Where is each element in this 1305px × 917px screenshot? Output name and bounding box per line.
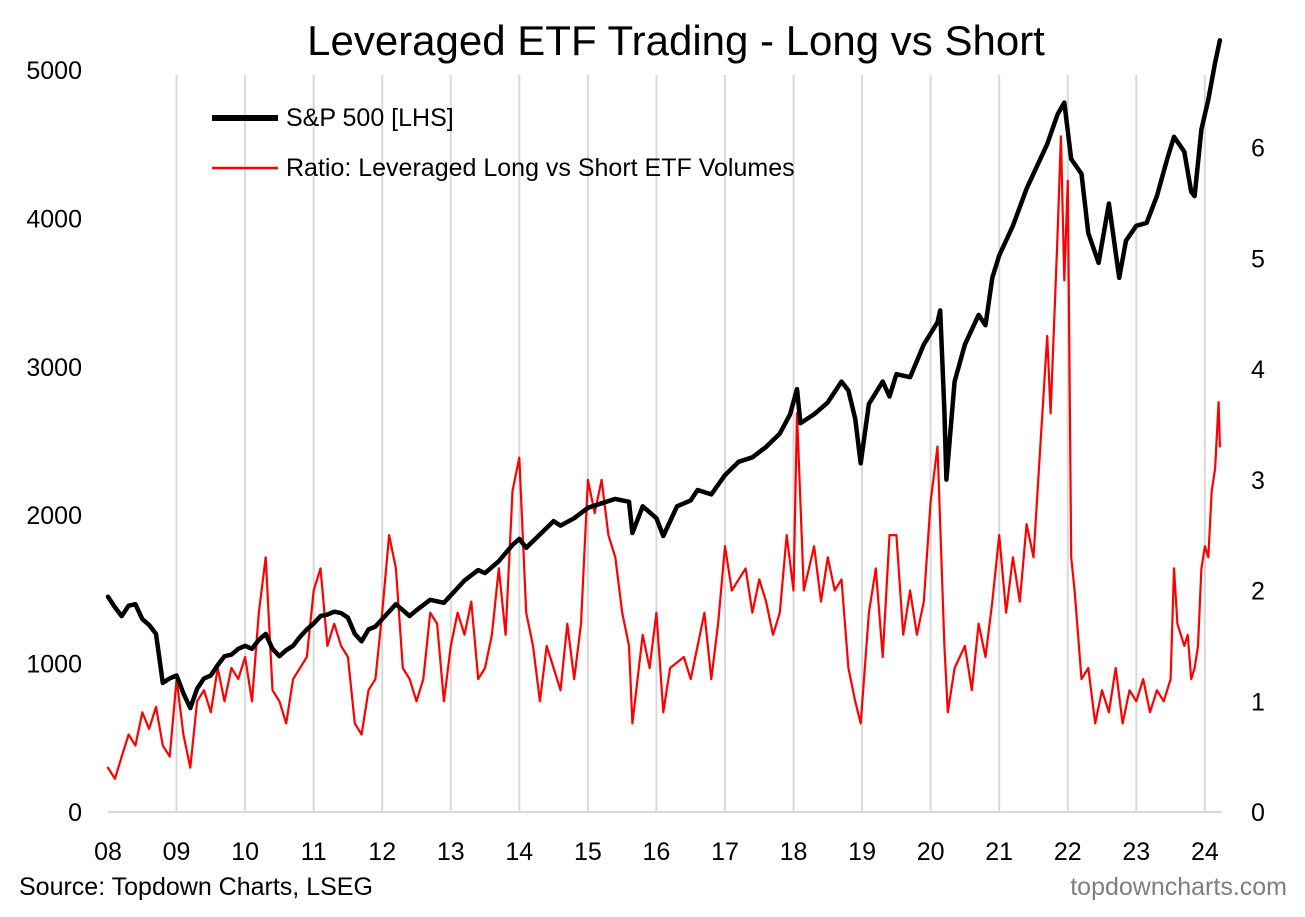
x-tick-label: 18 — [780, 838, 808, 866]
x-tick-label: 21 — [985, 838, 1013, 866]
left-tick-label: 1000 — [26, 651, 82, 679]
grid — [175, 75, 1206, 812]
left-tick-label: 2000 — [26, 502, 82, 530]
right-tick-label: 5 — [1251, 245, 1265, 273]
left-tick-label: 3000 — [26, 354, 82, 382]
x-tick-label: 22 — [1054, 838, 1082, 866]
x-axis: 08 09 10 11 12 13 14 15 16 17 18 19 20 21 22 23 24 — [94, 838, 1219, 866]
series-ratio-line — [106, 135, 1221, 780]
x-tick-label: 13 — [437, 838, 465, 866]
chart-title: Leveraged ETF Trading - Long vs Short — [307, 17, 1045, 64]
left-axis: 0 1000 2000 3000 4000 5000 — [26, 57, 82, 827]
series-sp500-line — [105, 38, 1223, 711]
left-tick-label: 4000 — [26, 205, 82, 233]
x-tick-label: 12 — [368, 838, 396, 866]
source-note: Source: Topdown Charts, LSEG — [19, 873, 373, 901]
right-axis: 0 1 2 3 4 5 6 — [1251, 135, 1265, 827]
x-tick-label: 20 — [917, 838, 945, 866]
x-tick-label: 09 — [163, 838, 191, 866]
left-tick-label: 5000 — [26, 57, 82, 85]
right-tick-label: 0 — [1251, 799, 1265, 827]
x-tick-label: 14 — [505, 838, 533, 866]
x-tick-label: 08 — [94, 838, 122, 866]
watermark: topdowncharts.com — [1070, 873, 1287, 901]
x-tick-label: 15 — [574, 838, 602, 866]
x-tick-label: 16 — [643, 838, 671, 866]
x-tick-label: 24 — [1191, 838, 1219, 866]
x-tick-label: 19 — [848, 838, 876, 866]
legend-label-sp500: S&P 500 [LHS] — [286, 104, 454, 132]
right-tick-label: 6 — [1251, 135, 1265, 163]
legend-label-ratio: Ratio: Leveraged Long vs Short ETF Volum… — [286, 154, 795, 182]
x-tick-label: 17 — [711, 838, 739, 866]
right-tick-label: 3 — [1251, 467, 1265, 495]
x-tick-label: 11 — [301, 838, 327, 866]
legend: S&P 500 [LHS] Ratio: Leveraged Long vs S… — [212, 104, 795, 182]
left-tick-label: 0 — [68, 799, 82, 827]
right-tick-label: 2 — [1251, 578, 1265, 606]
right-tick-label: 1 — [1251, 688, 1265, 716]
x-tick-label: 10 — [231, 838, 259, 866]
right-tick-label: 4 — [1251, 356, 1265, 384]
x-tick-label: 23 — [1122, 838, 1150, 866]
series-group — [105, 38, 1223, 780]
